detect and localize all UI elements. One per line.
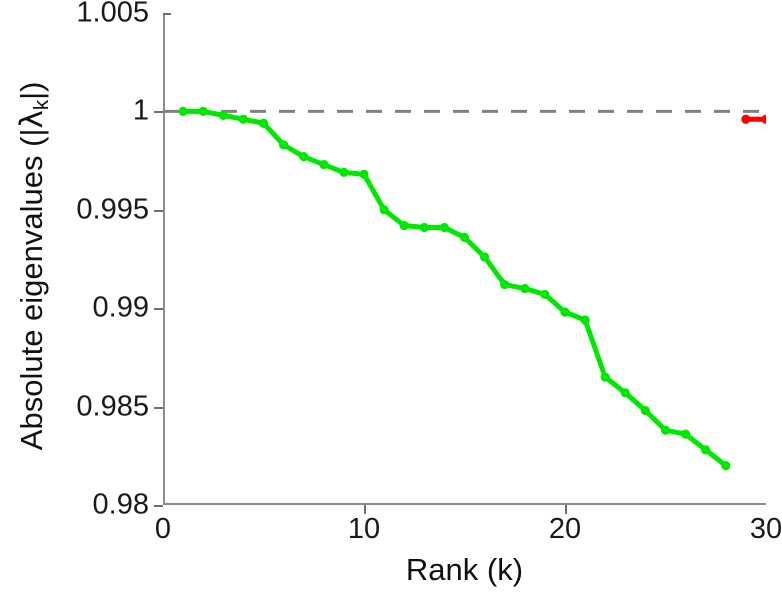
data-point-marker	[359, 169, 369, 179]
data-point-marker	[480, 252, 490, 262]
data-point-marker	[439, 222, 449, 233]
y-tick-mark	[163, 13, 171, 15]
x-tick-mark	[364, 505, 366, 514]
data-point-marker	[459, 232, 470, 242]
y-tick-mark	[154, 406, 163, 409]
y-tick-mark	[154, 308, 163, 311]
axis-frame	[163, 13, 766, 505]
data-point-marker	[238, 114, 248, 124]
data-point-marker	[620, 388, 630, 398]
y-tick-label: 0.98	[92, 488, 149, 521]
y-tick-label: 0.995	[76, 193, 149, 226]
y-axis-title-prefix: Absolute eigenvalues (|	[14, 128, 50, 451]
data-point-marker	[279, 140, 289, 150]
data-point-marker	[299, 152, 309, 162]
lambda-symbol: λ	[14, 110, 51, 129]
data-point-marker	[339, 167, 349, 178]
y-tick-label: 1.005	[76, 0, 149, 29]
data-point-marker	[218, 110, 228, 120]
data-point-marker	[640, 405, 650, 416]
data-point-marker	[399, 220, 409, 231]
retained-eigenvalues-line	[180, 108, 729, 469]
x-tick-label: 0	[154, 513, 172, 545]
y-tick-mark	[154, 505, 163, 507]
y-tick-mark	[154, 209, 163, 212]
y-axis-title-suffix: |)	[14, 81, 50, 100]
lambda-subscript: k	[29, 99, 53, 111]
plot-area: 0.98 0.985 0.99 0.995 1 1.005 0 10 20 30	[76, 0, 782, 545]
data-point-marker	[520, 283, 530, 294]
data-point-marker	[379, 205, 389, 215]
data-point-marker	[761, 114, 766, 124]
data-point-marker	[701, 445, 711, 455]
x-tick-mark	[565, 505, 567, 514]
retained-eigenvalues-markers	[178, 106, 731, 471]
x-tick-label: 30	[749, 513, 782, 545]
y-tick-label: 0.99	[92, 291, 149, 324]
data-point-marker	[660, 425, 671, 435]
data-point-marker	[500, 279, 510, 290]
data-point-marker	[741, 114, 751, 124]
x-axis-title: Rank (k)	[405, 552, 524, 587]
y-tick-label: 0.985	[76, 390, 149, 423]
data-point-marker	[419, 222, 429, 233]
data-point-marker	[600, 372, 610, 382]
y-tick-mark	[154, 111, 163, 114]
x-tick-label: 10	[347, 513, 381, 545]
data-point-marker	[721, 461, 731, 471]
data-point-marker	[178, 106, 188, 116]
truncated-eigenvalues-markers	[741, 114, 766, 124]
data-point-marker	[681, 429, 691, 439]
y-tick-label: 1	[132, 94, 149, 127]
x-tick-label: 20	[548, 513, 582, 545]
data-point-marker	[560, 307, 570, 317]
data-point-marker	[258, 118, 269, 128]
y-axis-title: Absolute eigenvalues (|λk|)	[14, 16, 54, 516]
data-point-marker	[580, 315, 590, 325]
data-layer	[163, 106, 766, 471]
data-point-marker	[540, 289, 550, 300]
data-point-marker	[198, 106, 208, 116]
data-point-marker	[319, 159, 329, 170]
